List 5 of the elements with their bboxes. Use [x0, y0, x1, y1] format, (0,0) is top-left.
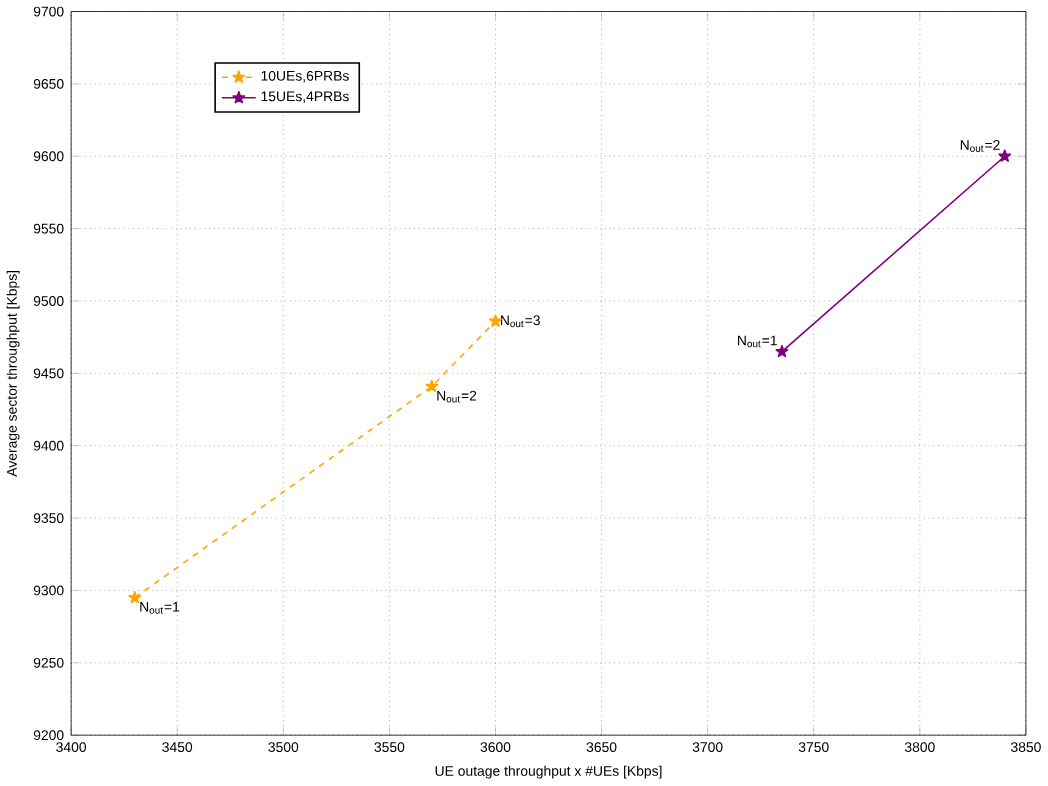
point — [128, 591, 142, 604]
point — [489, 314, 502, 328]
point — [775, 345, 789, 358]
point — [998, 149, 1012, 163]
point — [425, 380, 439, 393]
